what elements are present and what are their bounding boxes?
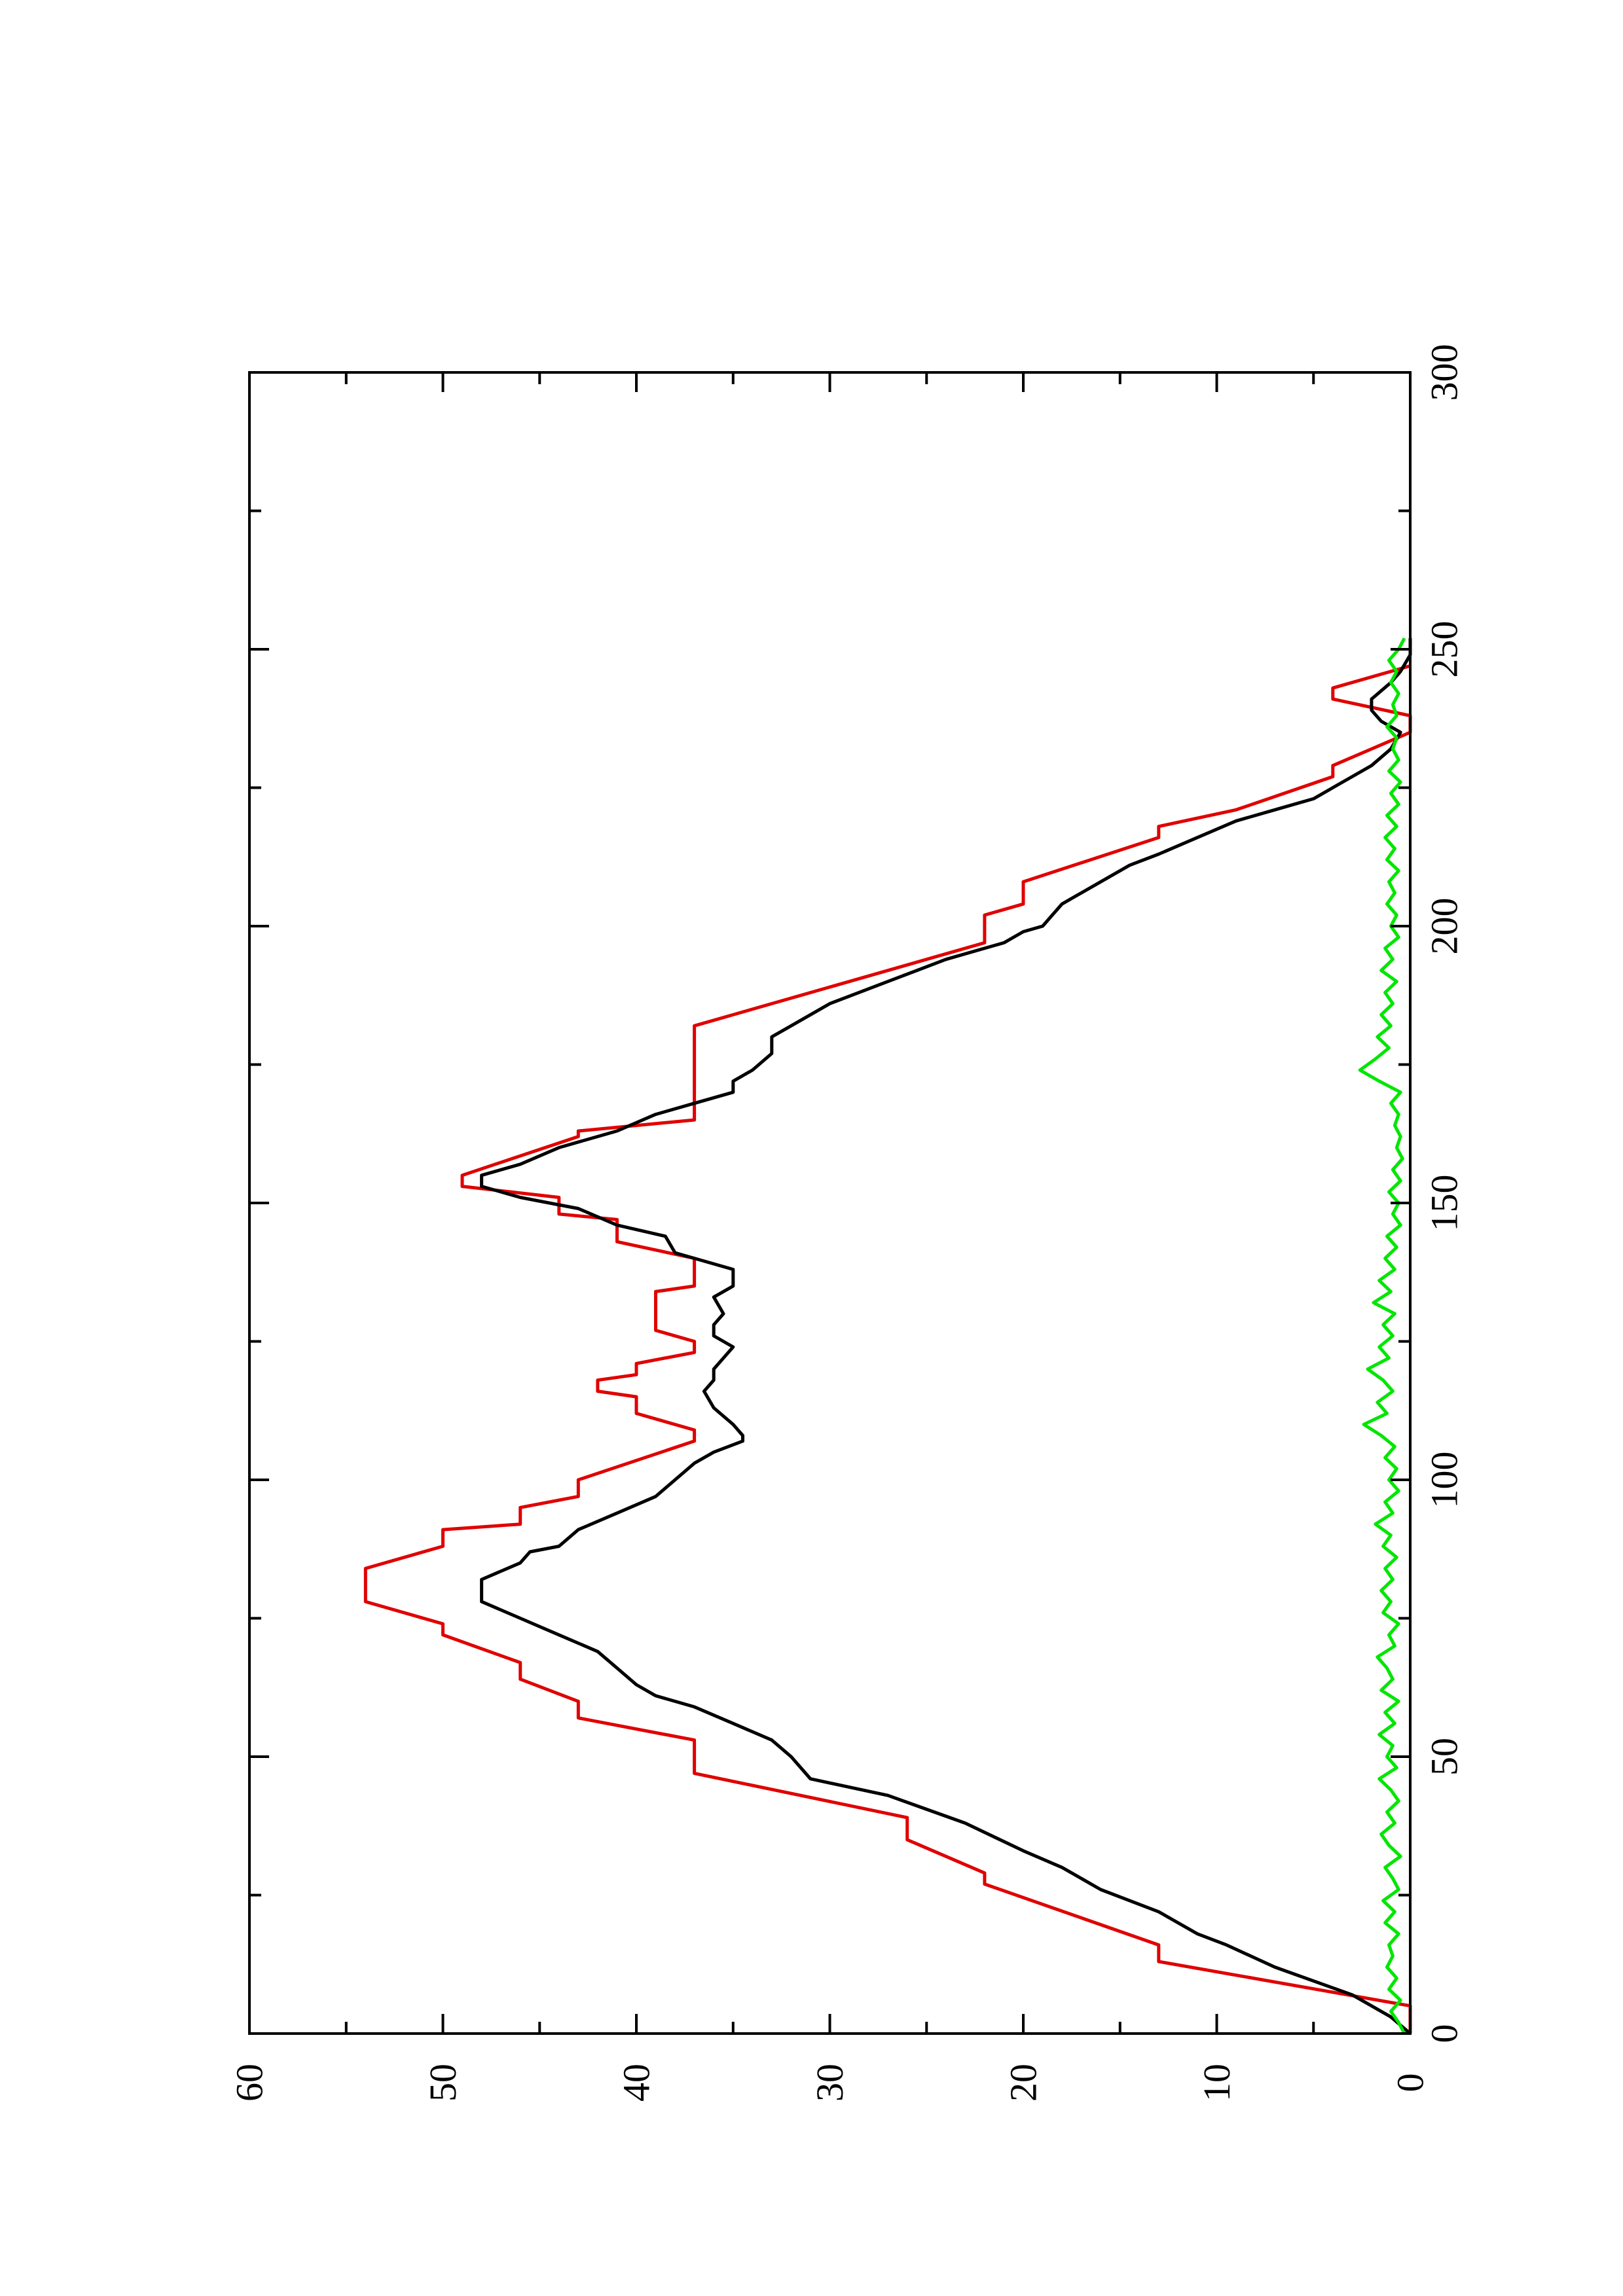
y-tick-label: 40 (615, 2064, 658, 2102)
y-tick-label: 30 (809, 2064, 851, 2102)
series-line-3 (1358, 637, 1406, 2035)
series-line-2 (480, 638, 1412, 2035)
x-tick-label: 300 (1423, 344, 1466, 401)
x-tick-label: 50 (1423, 1738, 1466, 1776)
y-tick-label: 60 (228, 2064, 271, 2102)
x-tick-label: 0 (1423, 2024, 1466, 2043)
series-layer (363, 637, 1412, 2035)
y-tick-label: 0 (1389, 2073, 1432, 2092)
x-tick-label: 100 (1423, 1452, 1466, 1509)
y-tick-label: 50 (422, 2064, 464, 2102)
y-tick-label: 20 (1002, 2064, 1045, 2102)
series-line-1 (363, 664, 1412, 2034)
x-tick-label: 150 (1423, 1175, 1466, 1232)
label-layer: 0 50 100 150 200 250 300 0 10 20 30 40 50 60 (228, 344, 1466, 2102)
tick-layer (249, 372, 1410, 2034)
x-tick-label: 200 (1423, 898, 1466, 955)
x-tick-label: 250 (1423, 621, 1466, 678)
y-tick-label: 10 (1195, 2064, 1238, 2102)
